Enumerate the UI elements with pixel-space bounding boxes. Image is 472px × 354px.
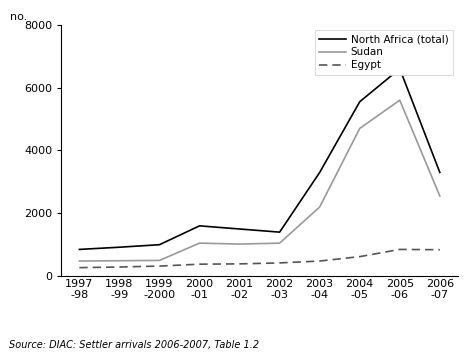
North Africa (total) [397,67,403,71]
Egypt [317,259,322,263]
Line: North Africa (total): North Africa (total) [79,69,440,250]
Egypt [237,262,243,266]
Egypt [277,261,282,265]
Line: Sudan: Sudan [79,100,440,261]
Egypt [76,266,82,270]
North Africa (total) [157,242,162,247]
North Africa (total) [277,230,282,234]
Egypt [397,247,403,252]
Sudan [357,126,362,131]
Egypt [197,262,202,266]
Sudan [117,259,122,263]
Sudan [237,242,243,246]
Sudan [397,98,403,102]
North Africa (total) [117,245,122,249]
North Africa (total) [437,170,443,175]
Egypt [357,255,362,259]
Egypt [157,264,162,268]
Sudan [76,259,82,263]
Sudan [157,258,162,263]
North Africa (total) [237,227,243,231]
Text: no.: no. [10,12,27,22]
North Africa (total) [317,170,322,175]
Sudan [277,241,282,245]
Sudan [197,241,202,245]
Egypt [437,247,443,252]
Legend: North Africa (total), Sudan, Egypt: North Africa (total), Sudan, Egypt [315,30,453,75]
Sudan [317,205,322,209]
Line: Egypt: Egypt [79,250,440,268]
Text: Source: DIAC: Settler arrivals 2006-2007, Table 1.2: Source: DIAC: Settler arrivals 2006-2007… [9,341,260,350]
Egypt [117,265,122,269]
North Africa (total) [357,99,362,104]
North Africa (total) [197,224,202,228]
Sudan [437,194,443,198]
North Africa (total) [76,247,82,252]
